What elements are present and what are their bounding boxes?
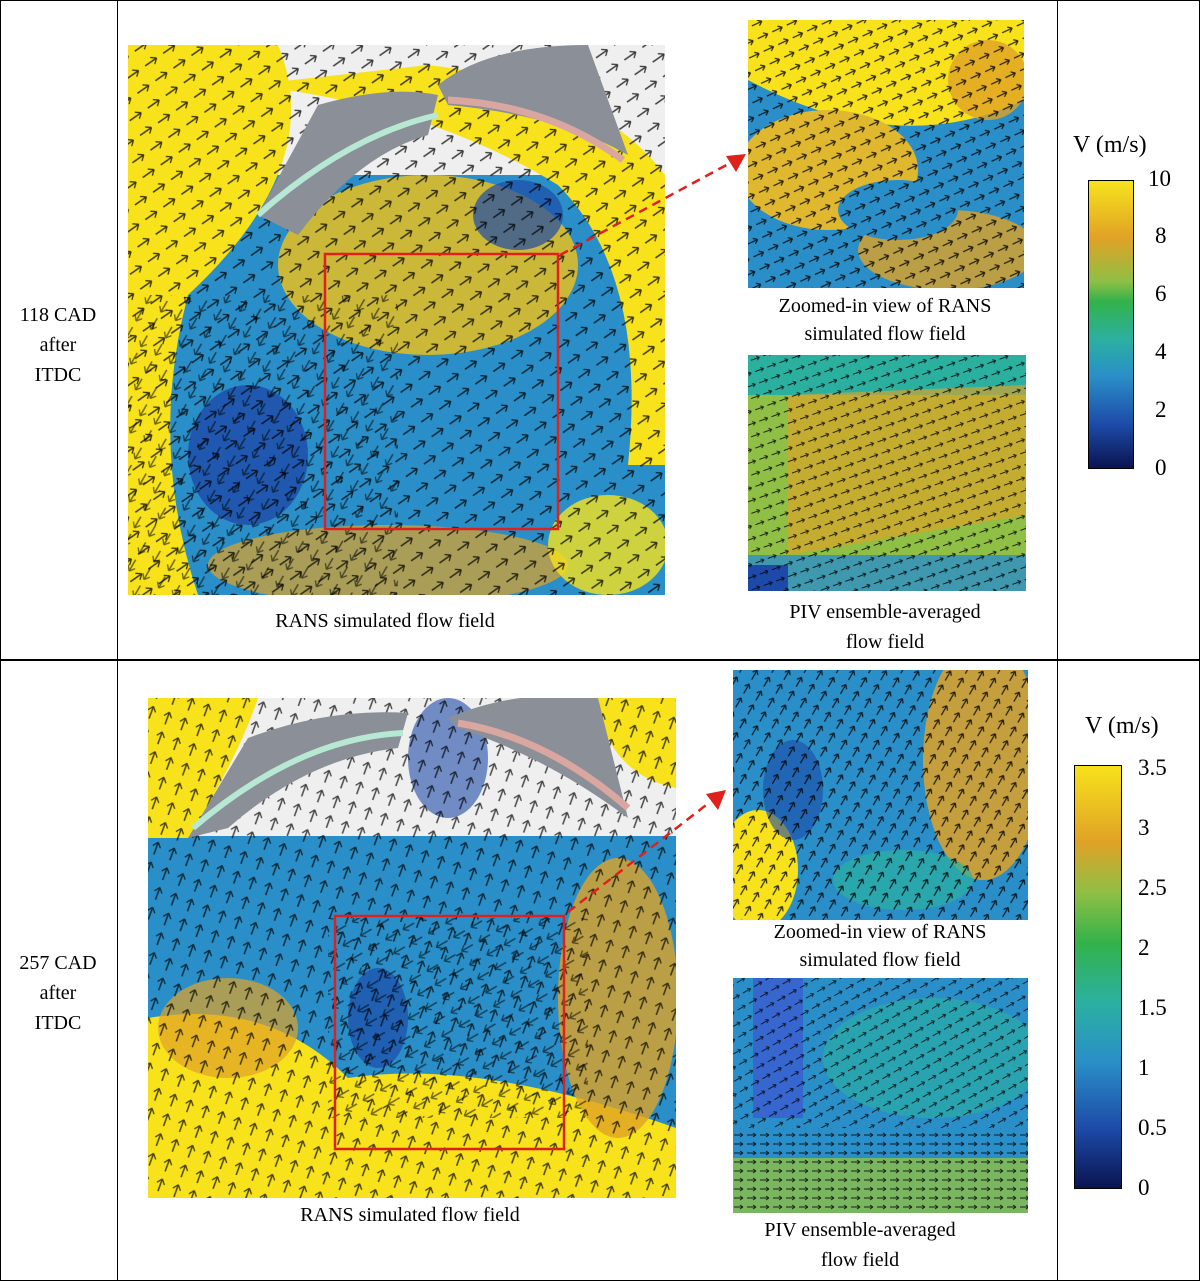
colorbar-tick: 10 bbox=[1148, 166, 1171, 191]
rans-flow-field-image bbox=[128, 45, 665, 595]
zoomed-rans-caption: Zoomed-in view of RANS simulated flow fi… bbox=[715, 918, 1045, 974]
colorbar-tick: 2.5 bbox=[1138, 875, 1167, 900]
zoomed-rans-image bbox=[733, 670, 1028, 920]
colorbar-tick: 4 bbox=[1155, 339, 1167, 364]
zoom-pointer-arrow bbox=[559, 154, 746, 257]
colorbar-tick: 0 bbox=[1155, 455, 1167, 480]
zoomed-rans-caption-line: simulated flow field bbox=[804, 323, 966, 345]
zoomed-rans-caption-line: simulated flow field bbox=[799, 949, 961, 971]
colorbar-tick: 0 bbox=[1138, 1175, 1150, 1200]
colorbar-tick: 1.5 bbox=[1138, 995, 1167, 1020]
zoomed-rans-caption-line: Zoomed-in view of RANS bbox=[773, 921, 987, 943]
row-label-line: after bbox=[39, 334, 77, 356]
row-label-line: 257 CAD bbox=[19, 952, 97, 974]
colorbar-tick: 8 bbox=[1155, 223, 1167, 248]
piv-caption-line: PIV ensemble-averaged bbox=[764, 1219, 956, 1241]
row-divider bbox=[0, 659, 1200, 661]
row-label-line: ITDC bbox=[34, 1012, 82, 1034]
piv-caption: PIV ensemble-averaged flow field bbox=[720, 597, 1050, 657]
row-label-257-cad: 257 CAD after ITDC bbox=[0, 948, 116, 1038]
rans-flow-field-image bbox=[148, 698, 676, 1198]
colorbar-tick: 0.5 bbox=[1138, 1115, 1167, 1140]
row-label-line: 118 CAD bbox=[19, 304, 97, 326]
row-label-118-cad: 118 CAD after ITDC bbox=[0, 300, 116, 390]
row-label-line: after bbox=[39, 982, 77, 1004]
rans-caption: RANS simulated flow field bbox=[275, 610, 495, 632]
colorbar-tick: 2 bbox=[1155, 397, 1167, 422]
piv-caption-line: flow field bbox=[845, 631, 925, 653]
colorbar-tick: 3 bbox=[1138, 815, 1150, 840]
piv-caption: PIV ensemble-averaged flow field bbox=[695, 1215, 1025, 1275]
colorbar-title: V (m/s) bbox=[1085, 713, 1159, 739]
colorbar-legend bbox=[1088, 180, 1134, 469]
colorbar-tick: 1 bbox=[1138, 1055, 1150, 1080]
row-label-line: ITDC bbox=[34, 364, 82, 386]
column-divider-left bbox=[117, 0, 118, 1281]
colorbar-tick: 2 bbox=[1138, 935, 1150, 960]
zoom-pointer-arrow bbox=[567, 790, 726, 913]
piv-flow-field-image bbox=[748, 355, 1026, 591]
colorbar-title: V (m/s) bbox=[1073, 132, 1147, 158]
colorbar-tick: 6 bbox=[1155, 281, 1167, 306]
piv-caption-line: PIV ensemble-averaged bbox=[789, 601, 981, 623]
zoomed-rans-caption-line: Zoomed-in view of RANS bbox=[778, 295, 992, 317]
piv-flow-field-image bbox=[733, 978, 1028, 1213]
zoomed-rans-caption: Zoomed-in view of RANS simulated flow fi… bbox=[720, 292, 1050, 348]
column-divider-right bbox=[1057, 0, 1058, 1281]
zoomed-rans-image bbox=[748, 20, 1024, 288]
colorbar-tick: 3.5 bbox=[1138, 755, 1167, 780]
colorbar-legend bbox=[1074, 765, 1122, 1189]
piv-caption-line: flow field bbox=[820, 1249, 900, 1271]
rans-caption: RANS simulated flow field bbox=[300, 1204, 520, 1226]
